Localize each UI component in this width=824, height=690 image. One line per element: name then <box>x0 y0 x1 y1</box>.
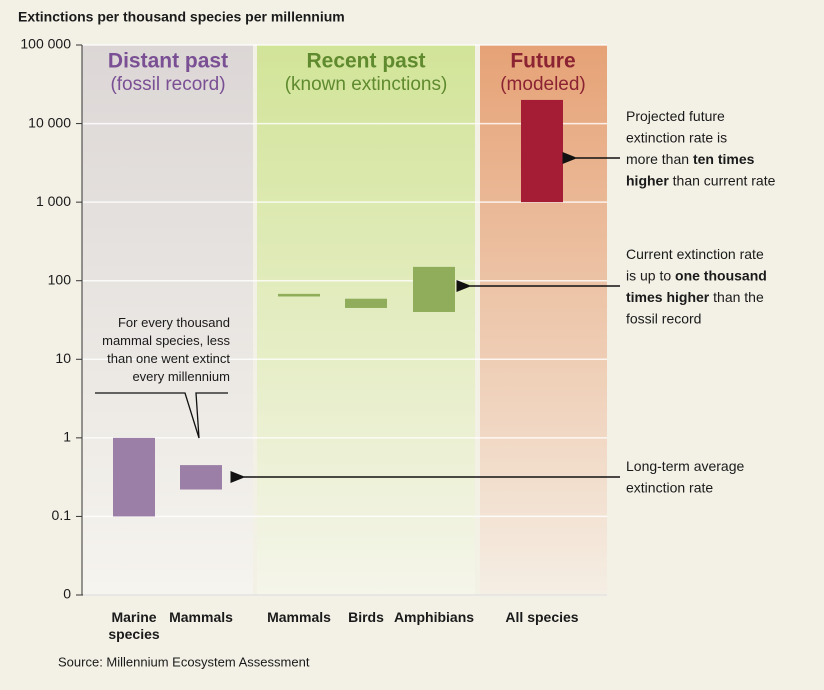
y-tick-label: 10 000 <box>28 114 71 130</box>
range-bar <box>113 437 155 517</box>
annotation-line: fossil record <box>626 310 701 326</box>
annotation-text: more than <box>626 151 693 167</box>
annotation-text: extinction rate <box>626 479 713 495</box>
annotation-text: For every thousand <box>118 315 230 330</box>
y-tick-label: 0 <box>63 586 71 602</box>
group-title: Recent past <box>306 50 425 73</box>
annotation-text: than current rate <box>669 172 776 188</box>
panel <box>257 45 475 595</box>
annotation-line: extinction rate is <box>626 129 727 145</box>
group-subtitle: (known extinctions) <box>285 74 448 95</box>
source: Source: Millennium Ecosystem Assessment <box>58 654 310 669</box>
annotation-text: than the <box>709 289 764 305</box>
range-bar <box>521 99 563 203</box>
annotation-line: Long-term average <box>626 458 745 474</box>
annotation-text: fossil record <box>626 310 701 326</box>
annotation-bold: ten times <box>693 151 755 167</box>
x-tick-label: Amphibians <box>393 609 475 625</box>
annotation-line: Current extinction rate <box>626 246 764 262</box>
callout <box>95 392 228 439</box>
y-tick-label: 10 <box>55 350 71 366</box>
panel <box>82 45 253 595</box>
annotation-bold: one thousand <box>675 267 767 283</box>
range-bar <box>345 298 387 308</box>
annotation-text: Current extinction rate <box>626 246 764 262</box>
x-tick-label: Mammals <box>169 609 233 625</box>
annotation-text: than one went extinct <box>107 351 230 366</box>
range-bar <box>278 293 320 297</box>
annotation-line: every millennium <box>132 369 230 384</box>
range-bar <box>413 266 455 312</box>
chart-title: Extinctions per thousand species per mil… <box>18 9 345 25</box>
group-subtitle: (fossil record) <box>110 74 225 95</box>
annotation-line: higher than current rate <box>626 172 776 188</box>
y-tick-label: 1 <box>63 429 71 445</box>
annotation-line: times higher than the <box>626 289 764 305</box>
annotation-line: extinction rate <box>626 479 713 495</box>
annotation-text: Projected future <box>626 108 725 124</box>
annotation-bold: times higher <box>626 289 710 305</box>
y-tick-label: 100 000 <box>20 36 71 52</box>
group-title: Future <box>510 50 575 73</box>
annotation-text: Long-term average <box>626 458 745 474</box>
y-tick-label: 0.1 <box>52 507 72 523</box>
annotation-line: Projected future <box>626 108 725 124</box>
group-title: Distant past <box>108 50 228 73</box>
range-bar <box>180 465 222 490</box>
annotation-line: than one went extinct <box>107 351 230 366</box>
y-tick-label: 1 000 <box>36 193 71 209</box>
annotation-line: is up to one thousand <box>626 267 767 283</box>
x-tick-label: Mammals <box>267 609 331 625</box>
annotation-text: every millennium <box>132 369 230 384</box>
annotation-line: For every thousand <box>118 315 230 330</box>
x-tick-label: Birds <box>348 609 384 625</box>
group-subtitle: (modeled) <box>500 74 586 95</box>
annotation-text: is up to <box>626 267 675 283</box>
x-tick-label: All species <box>505 609 579 625</box>
annotation-text: mammal species, less <box>102 333 230 348</box>
x-tick-label: Marine species <box>108 609 160 642</box>
annotation-line: more than ten times <box>626 151 755 167</box>
annotation-line: mammal species, less <box>102 333 230 348</box>
annotation-text: extinction rate is <box>626 129 727 145</box>
y-tick-label: 100 <box>48 271 72 287</box>
annotation-bold: higher <box>626 172 669 188</box>
